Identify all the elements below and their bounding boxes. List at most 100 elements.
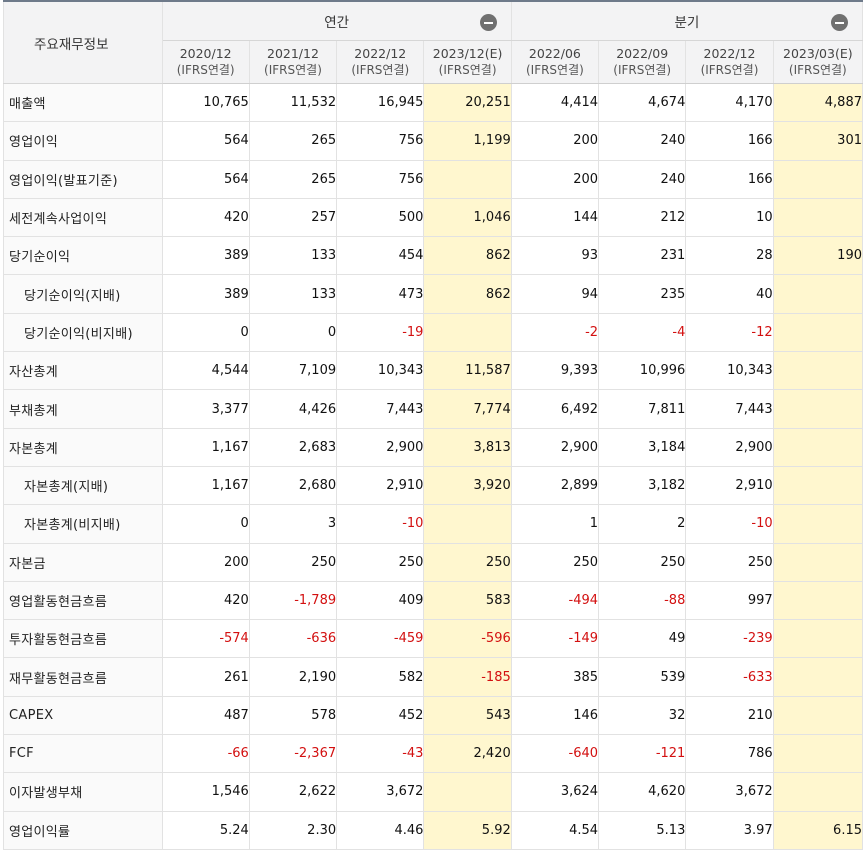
period-basis: (IFRS연결): [176, 63, 235, 77]
value-cell: 20,251: [423, 82, 512, 123]
value-cell: 1: [510, 504, 600, 544]
table-row: 영업이익 564 265 756 1,199 200 240 166 301: [3, 121, 864, 161]
row-label: 당기순이익(비지배): [3, 312, 163, 353]
value-cell: 265: [248, 159, 338, 199]
value-cell: 28: [685, 236, 774, 276]
period-header: 2021/12 (IFRS연결): [248, 40, 338, 84]
table-row: 부채총계 3,377 4,426 7,443 7,774 6,492 7,811 7,443: [3, 389, 864, 429]
value-cell: 49: [598, 619, 687, 659]
value-cell: -459: [336, 619, 425, 659]
period-date: 2022/12: [354, 46, 407, 61]
table-row: 재무활동현금흐름 261 2,190 582 -185 385 539 -633: [3, 657, 864, 697]
value-cell: 0: [248, 312, 338, 353]
table-row: 자본총계(지배) 1,167 2,680 2,910 3,920 2,899 3,182 2,…: [3, 465, 864, 506]
value-cell: 452: [336, 695, 425, 736]
minus-circle-icon[interactable]: [479, 14, 497, 31]
value-cell: 7,443: [685, 389, 774, 429]
quarter-group-header: 분기: [510, 0, 864, 41]
row-label: 당기순이익(지배): [3, 274, 163, 314]
value-cell: -12: [685, 312, 774, 353]
annual-group-header: 연간: [161, 0, 512, 41]
value-cell: -10: [685, 504, 774, 544]
value-cell: 473: [336, 274, 425, 314]
value-cell: 3,624: [510, 772, 600, 812]
value-cell: [772, 695, 864, 736]
value-cell: 389: [161, 236, 250, 276]
value-cell: 3: [248, 504, 338, 544]
value-cell: 389: [161, 274, 250, 314]
value-cell: 582: [336, 657, 425, 697]
period-header: 2022/12 (IFRS연결): [336, 40, 425, 84]
value-cell: 240: [598, 159, 687, 199]
value-cell: 5.13: [598, 810, 687, 850]
period-date: 2023/03(E): [783, 46, 853, 61]
value-cell: 190: [772, 236, 864, 276]
value-cell: 10,765: [161, 82, 250, 123]
value-cell: 2.30: [248, 810, 338, 850]
period-basis: (IFRS연결): [700, 63, 759, 77]
value-cell: 0: [161, 312, 250, 353]
period-date: 2021/12: [267, 46, 319, 61]
row-label: 영업이익(발표기준): [3, 159, 163, 199]
value-cell: 1,546: [161, 772, 250, 812]
value-cell: 5.24: [161, 810, 250, 850]
period-basis: (IFRS연결): [525, 63, 584, 77]
row-label: 부채총계: [3, 389, 163, 429]
value-cell: 4,426: [248, 389, 338, 429]
table-row: 자본총계 1,167 2,683 2,900 3,813 2,900 3,184 2,900: [3, 427, 864, 467]
table-row: 이자발생부채 1,546 2,622 3,672 3,624 4,620 3,672: [3, 772, 864, 812]
value-cell: 2,420: [423, 734, 512, 774]
table-row: CAPEX 487 578 452 543 146 32 210: [3, 695, 864, 736]
value-cell: 210: [685, 695, 774, 736]
table-row: 당기순이익(비지배) 0 0 -19 -2 -4 -12: [3, 312, 864, 353]
value-cell: 1,167: [161, 465, 250, 506]
period-date: 2020/12: [179, 46, 232, 61]
value-cell: 200: [161, 542, 250, 582]
value-cell: [772, 274, 864, 314]
value-cell: [423, 159, 512, 199]
period-header: 2020/12 (IFRS연결): [161, 40, 250, 84]
table-row: 자산총계 4,544 7,109 10,343 11,587 9,393 10,996 10,…: [3, 351, 864, 391]
value-cell: 0: [161, 504, 250, 544]
value-cell: 7,109: [248, 351, 338, 391]
period-header-row: 2020/12 (IFRS연결) 2021/12 (IFRS연결) 2022/12 (IF…: [4, 40, 864, 84]
row-label: 당기순이익: [3, 236, 163, 276]
value-cell: 2,900: [336, 427, 425, 467]
value-cell: [772, 619, 864, 659]
value-cell: 7,774: [423, 389, 512, 429]
value-cell: -636: [248, 619, 338, 659]
row-label: 이자발생부채: [3, 772, 163, 812]
row-label: 매출액: [3, 82, 163, 123]
row-label: CAPEX: [3, 695, 163, 736]
value-cell: 2,910: [336, 465, 425, 506]
table-row: 자본총계(비지배) 0 3 -10 1 2 -10: [3, 504, 864, 544]
value-cell: 11,532: [248, 82, 338, 123]
value-cell: 3,672: [336, 772, 425, 812]
value-cell: 9,393: [510, 351, 600, 391]
value-cell: 539: [598, 657, 687, 697]
value-cell: -4: [598, 312, 687, 353]
value-cell: [772, 734, 864, 774]
value-cell: [772, 312, 864, 353]
value-cell: 420: [161, 197, 250, 238]
minus-circle-icon[interactable]: [831, 14, 848, 31]
value-cell: 4.46: [336, 810, 425, 850]
value-cell: -596: [423, 619, 512, 659]
period-basis: (IFRS연결): [351, 63, 410, 77]
value-cell: 144: [510, 197, 600, 238]
value-cell: [772, 542, 864, 582]
value-cell: 200: [510, 159, 600, 199]
value-cell: 32: [598, 695, 687, 736]
value-cell: 500: [336, 197, 425, 238]
value-cell: 1,199: [423, 121, 512, 161]
value-cell: 564: [161, 159, 250, 199]
value-cell: -121: [598, 734, 687, 774]
value-cell: 2,910: [685, 465, 774, 506]
value-cell: [772, 657, 864, 697]
value-cell: [423, 772, 512, 812]
table-row: 영업활동현금흐름 420 -1,789 409 583 -494 -88 997: [3, 580, 864, 621]
table-row: 영업이익률 5.24 2.30 4.46 5.92 4.54 5.13 3.97 6.15: [3, 810, 864, 850]
value-cell: 6.15: [772, 810, 864, 850]
table-row: FCF -66 -2,367 -43 2,420 -640 -121 786: [3, 734, 864, 774]
value-cell: 257: [248, 197, 338, 238]
